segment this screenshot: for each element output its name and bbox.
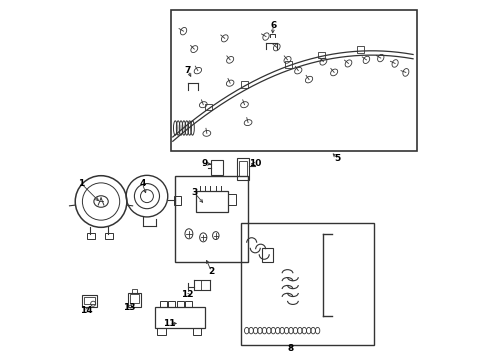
Text: 4: 4 xyxy=(139,179,145,188)
Text: 1: 1 xyxy=(78,179,84,188)
Bar xyxy=(155,307,204,328)
Bar xyxy=(227,194,235,205)
Text: 6: 6 xyxy=(269,21,276,30)
Text: 9: 9 xyxy=(202,159,208,168)
Bar xyxy=(128,293,141,307)
Bar xyxy=(160,301,166,307)
Bar xyxy=(104,233,112,239)
Bar xyxy=(318,51,325,58)
Bar xyxy=(241,81,248,87)
Text: 10: 10 xyxy=(248,159,261,168)
Bar xyxy=(262,248,273,262)
Bar xyxy=(356,46,363,53)
Text: 13: 13 xyxy=(123,303,136,312)
Text: 14: 14 xyxy=(80,306,93,315)
Bar xyxy=(192,328,201,334)
Bar xyxy=(238,161,247,176)
Bar xyxy=(210,160,223,175)
Text: 7: 7 xyxy=(184,66,191,75)
Text: 3: 3 xyxy=(191,188,197,197)
Text: 8: 8 xyxy=(287,344,294,353)
Bar xyxy=(174,196,181,205)
Bar xyxy=(84,297,95,304)
Bar xyxy=(86,233,94,239)
Bar xyxy=(284,62,291,68)
Text: 11: 11 xyxy=(163,319,175,328)
Bar xyxy=(185,301,191,307)
Bar xyxy=(130,294,139,303)
Text: 12: 12 xyxy=(181,290,193,299)
Bar xyxy=(132,289,136,293)
Bar xyxy=(241,223,373,345)
Text: 5: 5 xyxy=(334,154,340,163)
Bar xyxy=(174,176,247,262)
Text: 2: 2 xyxy=(208,267,214,276)
Bar xyxy=(156,328,165,334)
Bar xyxy=(81,295,97,307)
Bar xyxy=(171,10,416,151)
Bar xyxy=(168,301,175,307)
Bar xyxy=(237,158,248,180)
Bar xyxy=(177,301,183,307)
Bar xyxy=(196,191,228,212)
Bar xyxy=(205,104,212,111)
